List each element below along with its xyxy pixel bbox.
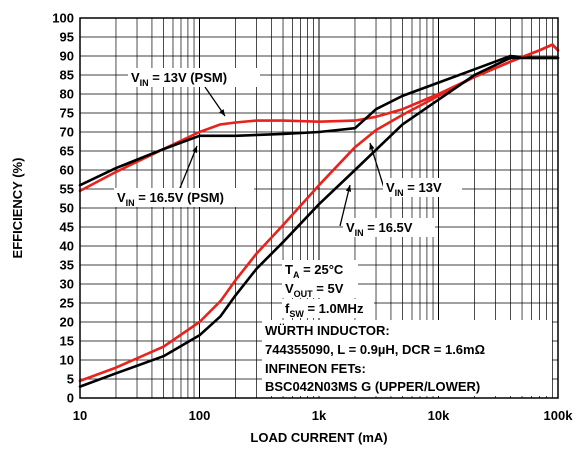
- x-axis-title: LOAD CURRENT (mA): [250, 430, 387, 445]
- y-tick-label: 5: [67, 372, 74, 387]
- y-tick-label: 100: [52, 11, 74, 26]
- series-line-1: [78, 54, 560, 187]
- y-axis-title: EFFICIENCY (%): [10, 158, 25, 259]
- y-tick-label: 85: [60, 68, 74, 83]
- annotation-group: VIN = 13V (PSM) VIN = 16.5V (PSM) VIN = 13…: [114, 68, 552, 396]
- leader-arrowhead: [369, 143, 375, 150]
- y-tick-label: 90: [60, 49, 74, 64]
- y-tick-label: 55: [60, 182, 74, 197]
- annotation-backdrop: [282, 299, 374, 318]
- x-tick-label: 100: [189, 408, 211, 423]
- leader-line: [339, 184, 351, 227]
- note-line: BSC042N03MS G (UPPER/LOWER): [265, 379, 480, 394]
- y-tick-label: 35: [60, 258, 74, 273]
- y-tick-label: 60: [60, 163, 74, 178]
- y-tick-label: 0: [67, 391, 74, 406]
- x-tick-label: 10k: [428, 408, 450, 423]
- annotation-backdrop: [282, 279, 358, 298]
- y-tick-label: 15: [60, 334, 74, 349]
- annotation-label: VIN = 16.5V (PSM): [117, 190, 224, 208]
- annotation-backdrop: [114, 188, 254, 207]
- leader-arrowhead: [345, 185, 352, 192]
- y-tick-label: 65: [60, 144, 74, 159]
- y-tick-label: 30: [60, 277, 74, 292]
- note-line: WÜRTH INDUCTOR:: [265, 323, 390, 338]
- y-tick-label: 20: [60, 315, 74, 330]
- annotation-label: VIN = 13V (PSM): [131, 70, 227, 88]
- y-tick-label: 80: [60, 87, 74, 102]
- x-tick-labels: 10 100 1k 10k 100k: [73, 408, 573, 423]
- annotation-label: fSW = 1.0MHz: [285, 301, 364, 319]
- y-tick-label: 70: [60, 125, 74, 140]
- y-tick-label: 45: [60, 220, 74, 235]
- series-line-3: [78, 56, 560, 388]
- x-tick-label: 1k: [312, 408, 327, 423]
- y-tick-label: 40: [60, 239, 74, 254]
- leader-lines: [177, 86, 385, 227]
- annotation-backdrop: [383, 178, 462, 197]
- leader-line: [369, 142, 385, 189]
- y-tick-label: 10: [60, 353, 74, 368]
- leader-arrowhead: [192, 146, 198, 153]
- x-tick-label: 10: [73, 408, 87, 423]
- y-tick-label: 95: [60, 30, 74, 45]
- y-tick-label: 50: [60, 201, 74, 216]
- x-tick-label: 100k: [544, 408, 574, 423]
- annotation-label: VOUT = 5V: [285, 281, 344, 299]
- leader-line: [177, 145, 198, 194]
- note-line: INFINEON FETs:: [265, 361, 366, 376]
- notes-backdrop: [262, 320, 552, 396]
- note-line: 744355090, L = 0.9µH, DCR = 1.6mΩ: [265, 342, 485, 357]
- y-tick-label: 75: [60, 106, 74, 121]
- annotation-label: TA = 25°C: [285, 262, 344, 280]
- annotation-backdrop: [282, 260, 358, 279]
- annotation-backdrop: [128, 68, 260, 87]
- annotation-label: VIN = 13V: [386, 180, 442, 198]
- plot-frame: [79, 17, 559, 399]
- annotation-backdrop: [343, 218, 435, 237]
- leader-arrowhead: [219, 109, 225, 116]
- series-line-2: [78, 43, 560, 383]
- y-tick-labels: 0 5 10 15 20 25 30 35 40 45 50 55 60 65 70 75 80 85 90 95 10…: [52, 11, 74, 406]
- series-group: [78, 43, 560, 388]
- y-tick-label: 25: [60, 296, 74, 311]
- annotation-label: VIN = 16.5V: [346, 220, 413, 238]
